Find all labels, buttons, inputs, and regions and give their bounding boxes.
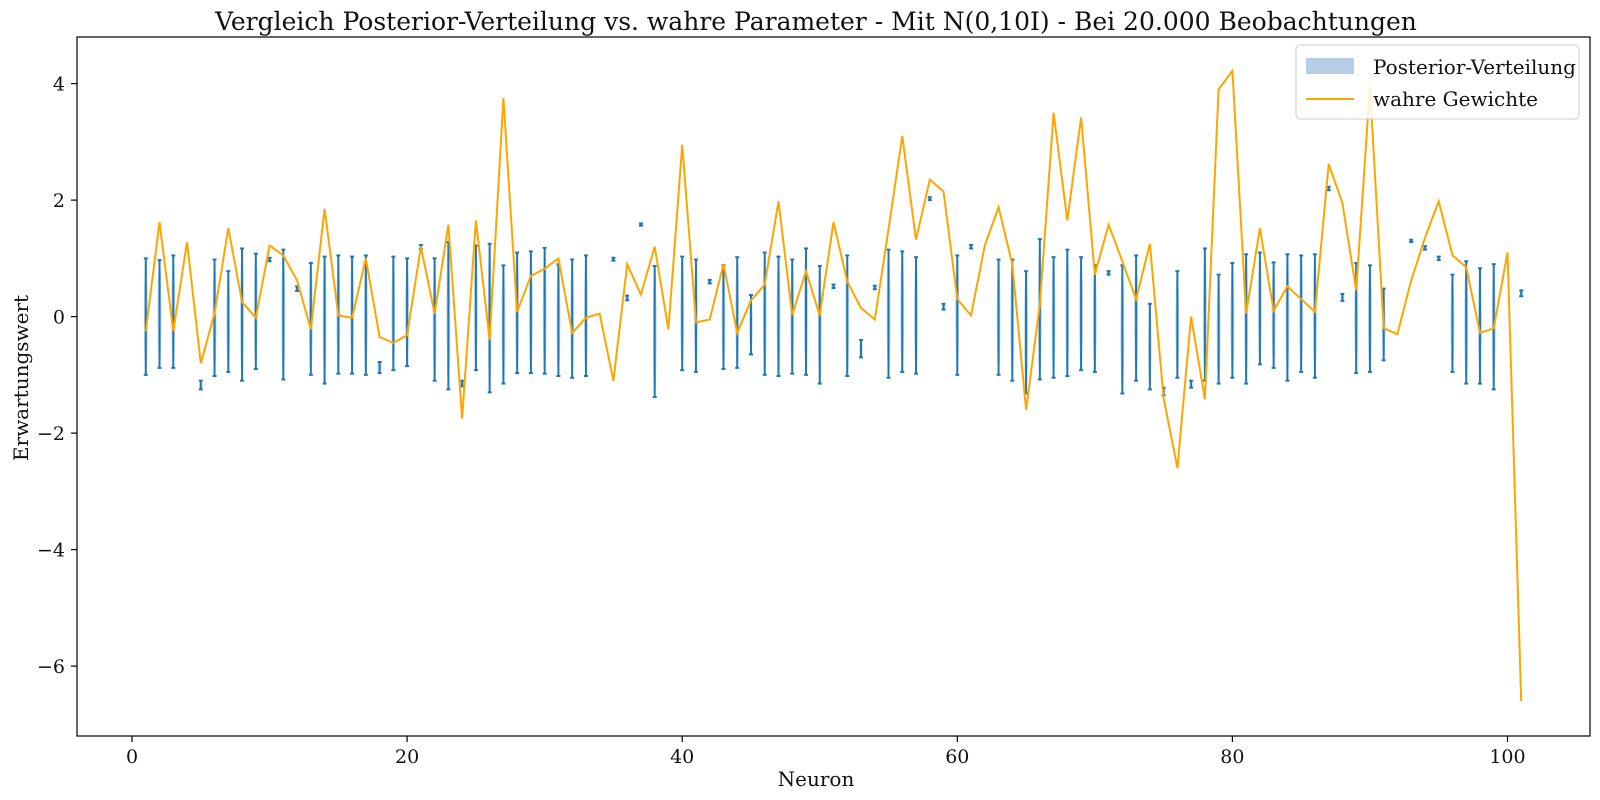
x-axis-ticks: 0 20 40 60 80 100 xyxy=(126,736,1526,768)
y-axis-label: Erwartungswert xyxy=(9,295,33,461)
x-tick-label: 20 xyxy=(395,746,419,768)
y-tick-label: 2 xyxy=(53,190,65,212)
x-tick-label: 60 xyxy=(945,746,969,768)
legend-swatch-posterior xyxy=(1306,58,1354,74)
x-axis-label: Neuron xyxy=(778,767,855,791)
x-tick-label: 0 xyxy=(126,746,138,768)
y-tick-label: 4 xyxy=(53,74,65,96)
y-tick-label: −2 xyxy=(37,423,65,445)
x-tick-label: 100 xyxy=(1489,746,1525,768)
x-tick-label: 80 xyxy=(1220,746,1244,768)
legend-box xyxy=(1295,44,1580,120)
axes-frame xyxy=(76,36,1591,737)
y-tick-label: −6 xyxy=(37,656,65,678)
y-axis-ticks: −6 −4 −2 0 2 4 xyxy=(37,74,77,678)
true-weights-line xyxy=(144,67,1523,702)
y-tick-label: 0 xyxy=(53,307,65,329)
chart-title: Vergleich Posterior-Verteilung vs. wahre… xyxy=(214,7,1417,36)
y-tick-label: −4 xyxy=(37,540,65,562)
legend-label-true-weights: wahre Gewichte xyxy=(1373,87,1538,111)
legend-label-posterior: Posterior-Verteilung xyxy=(1373,55,1576,79)
x-tick-label: 40 xyxy=(670,746,694,768)
legend: Posterior-Verteilung wahre Gewichte xyxy=(1295,44,1580,120)
